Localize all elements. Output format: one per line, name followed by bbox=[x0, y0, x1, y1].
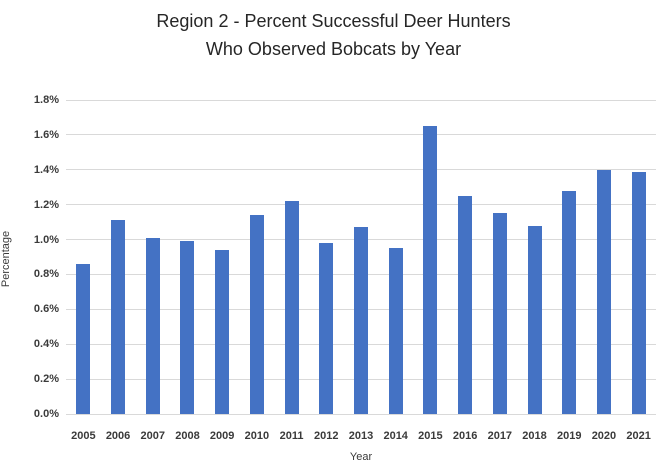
bar-2008 bbox=[180, 241, 195, 414]
y-tick-label: 0.8% bbox=[33, 268, 59, 281]
x-tick-label: 2007 bbox=[140, 430, 165, 442]
bar-2018 bbox=[527, 225, 542, 414]
bar-2009 bbox=[215, 250, 230, 414]
x-tick-label: 2012 bbox=[314, 430, 339, 442]
bar-2017 bbox=[492, 213, 507, 414]
bar-2015 bbox=[423, 126, 438, 414]
y-tick-label: 0.6% bbox=[33, 303, 59, 316]
bar-2016 bbox=[458, 195, 473, 414]
bar-2010 bbox=[249, 215, 264, 414]
bar-2021 bbox=[631, 171, 646, 414]
x-tick-label: 2018 bbox=[522, 430, 547, 442]
x-tick-label: 2005 bbox=[71, 430, 96, 442]
y-tick-label: 1.0% bbox=[33, 233, 59, 246]
x-tick-label: 2016 bbox=[452, 430, 478, 442]
bar-2020 bbox=[596, 169, 611, 414]
bar-2012 bbox=[319, 243, 334, 414]
y-tick-label: 0.0% bbox=[33, 408, 59, 420]
y-axis-title: Percentage bbox=[0, 230, 12, 288]
y-tick-label: 1.6% bbox=[33, 128, 59, 141]
x-tick-label: 2009 bbox=[209, 430, 235, 442]
bar-2014 bbox=[388, 248, 403, 414]
bar-2007 bbox=[145, 237, 160, 414]
y-tick-label: 0.2% bbox=[33, 373, 59, 386]
x-tick-label: 2014 bbox=[383, 430, 408, 442]
x-axis-title: Year bbox=[349, 451, 373, 463]
bar-2013 bbox=[354, 227, 368, 414]
gridline bbox=[66, 169, 656, 171]
x-tick-label: 2015 bbox=[418, 430, 443, 442]
x-tick-label: 2019 bbox=[556, 430, 582, 442]
gridline bbox=[66, 134, 656, 136]
gridline bbox=[66, 99, 656, 101]
x-tick-label: 2021 bbox=[626, 430, 651, 442]
bar-2005 bbox=[76, 263, 91, 414]
gridline bbox=[66, 204, 656, 206]
x-tick-label: 2010 bbox=[244, 430, 270, 442]
plot-area bbox=[66, 99, 656, 415]
x-tick-label: 2006 bbox=[105, 430, 131, 442]
y-tick-label: 1.2% bbox=[33, 198, 59, 211]
chart-title-line2: Who Observed Bobcats by Year bbox=[205, 39, 462, 59]
y-tick-label: 0.4% bbox=[33, 338, 59, 351]
x-tick-label: 2008 bbox=[175, 430, 200, 442]
y-tick-label: 1.4% bbox=[33, 163, 59, 176]
chart-title: Region 2 - Percent Successful Deer Hunte… bbox=[0, 7, 667, 63]
y-tick-label: 1.8% bbox=[33, 94, 59, 106]
x-tick-label: 2013 bbox=[348, 430, 374, 442]
x-tick-label: 2011 bbox=[279, 430, 304, 442]
bar-2006 bbox=[111, 220, 126, 414]
chart-title-line1: Region 2 - Percent Successful Deer Hunte… bbox=[156, 11, 511, 31]
bar-2019 bbox=[562, 190, 577, 414]
x-tick-label: 2017 bbox=[487, 430, 513, 442]
bar-2011 bbox=[284, 201, 299, 414]
x-tick-label: 2020 bbox=[591, 430, 617, 442]
